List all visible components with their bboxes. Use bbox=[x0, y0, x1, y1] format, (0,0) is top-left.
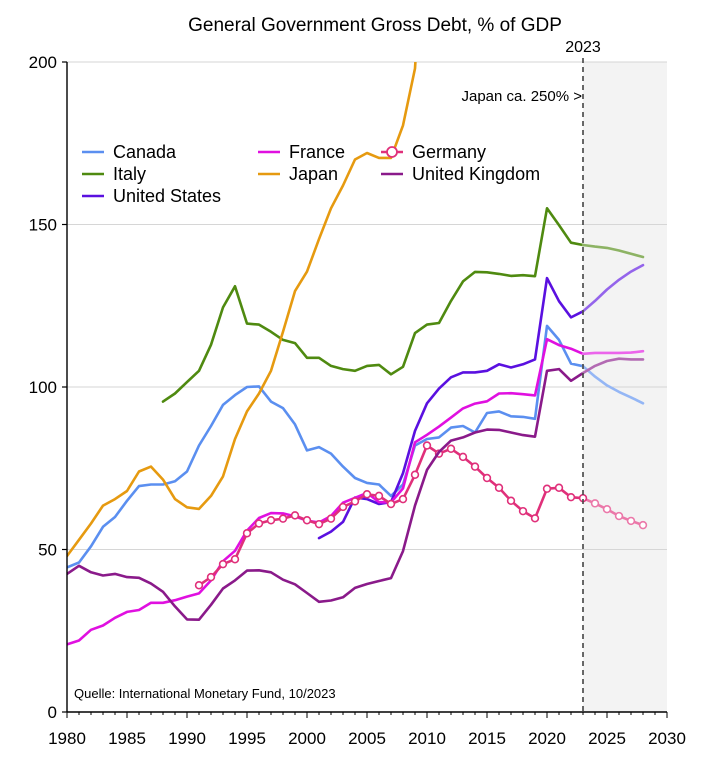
legend-entry-germany: Germany bbox=[381, 142, 486, 162]
x-tick-label: 1995 bbox=[228, 729, 266, 748]
legend-label: Germany bbox=[412, 142, 486, 162]
series-united-kingdom bbox=[67, 357, 645, 622]
data-point bbox=[518, 506, 528, 516]
legend-label: France bbox=[289, 142, 345, 162]
data-point bbox=[602, 505, 612, 514]
series-germany bbox=[194, 441, 648, 590]
data-point bbox=[410, 470, 420, 479]
x-tick-label: 2030 bbox=[648, 729, 686, 748]
x-tick-label: 1985 bbox=[108, 729, 146, 748]
data-point bbox=[302, 516, 312, 525]
legend-entry-united-kingdom: United Kingdom bbox=[381, 164, 540, 184]
series-line-forecast bbox=[581, 357, 645, 375]
data-point bbox=[446, 444, 456, 453]
x-tick-label: 1980 bbox=[48, 729, 86, 748]
data-point bbox=[626, 516, 636, 526]
data-point bbox=[326, 514, 336, 523]
data-point bbox=[266, 516, 276, 525]
legend-label: United States bbox=[113, 186, 221, 206]
data-point bbox=[290, 511, 300, 520]
data-point bbox=[530, 514, 540, 523]
series-italy bbox=[161, 207, 645, 403]
data-point bbox=[458, 452, 468, 462]
series-line bbox=[67, 367, 585, 622]
series-line-forecast bbox=[581, 364, 645, 405]
data-point bbox=[614, 511, 624, 521]
x-tick-label: 2025 bbox=[588, 729, 626, 748]
legend-entry-italy: Italy bbox=[82, 164, 146, 184]
data-point bbox=[494, 483, 504, 492]
data-point bbox=[470, 462, 480, 471]
legend-label: Italy bbox=[113, 164, 146, 184]
y-tick-label: 150 bbox=[29, 216, 57, 235]
series-line bbox=[67, 62, 417, 558]
data-point bbox=[422, 441, 432, 450]
y-tick-label: 0 bbox=[48, 703, 57, 722]
series-france bbox=[67, 337, 645, 646]
data-point bbox=[590, 499, 600, 508]
chart-title: General Government Gross Debt, % of GDP bbox=[188, 15, 562, 36]
data-point bbox=[206, 572, 216, 582]
series-line bbox=[67, 324, 585, 569]
legend-label: Canada bbox=[113, 142, 177, 162]
y-tick-label: 50 bbox=[38, 541, 57, 560]
data-point bbox=[278, 514, 288, 523]
x-tick-label: 2015 bbox=[468, 729, 506, 748]
legend-entry-japan: Japan bbox=[258, 164, 338, 184]
data-point bbox=[554, 483, 564, 492]
x-tick-label: 2010 bbox=[408, 729, 446, 748]
legend-entry-united-states: United States bbox=[82, 186, 221, 206]
data-point bbox=[194, 581, 204, 590]
x-tick-label: 1990 bbox=[168, 729, 206, 748]
data-point bbox=[542, 484, 552, 493]
series-line bbox=[197, 444, 585, 587]
source-note: Quelle: International Monetary Fund, 10/… bbox=[74, 686, 336, 701]
data-point bbox=[230, 555, 240, 564]
x-tick-label: 2000 bbox=[288, 729, 326, 748]
series-line bbox=[161, 207, 585, 403]
series-united-states bbox=[317, 263, 645, 540]
series-canada bbox=[67, 324, 645, 569]
legend-marker bbox=[386, 146, 398, 158]
series-line-forecast bbox=[581, 349, 645, 356]
legend-label: Japan bbox=[289, 164, 338, 184]
y-tick-label: 200 bbox=[29, 53, 57, 72]
data-point bbox=[374, 491, 384, 501]
data-point bbox=[398, 494, 408, 504]
legend-entry-france: France bbox=[258, 142, 345, 162]
data-point bbox=[638, 520, 648, 530]
data-point bbox=[218, 559, 228, 569]
data-point bbox=[482, 473, 492, 483]
series-line-forecast bbox=[581, 263, 645, 313]
japan-annotation: Japan ca. 250% > bbox=[461, 88, 582, 105]
series-line-forecast bbox=[581, 243, 645, 259]
series-line bbox=[67, 337, 585, 646]
data-point bbox=[254, 519, 264, 528]
x-tick-label: 2020 bbox=[528, 729, 566, 748]
data-point bbox=[566, 492, 576, 502]
data-point bbox=[362, 490, 372, 499]
data-point bbox=[350, 497, 360, 506]
data-point bbox=[506, 496, 516, 505]
y-tick-label: 100 bbox=[29, 378, 57, 397]
legend-label: United Kingdom bbox=[412, 164, 540, 184]
legend-entry-canada: Canada bbox=[82, 142, 177, 162]
data-point bbox=[314, 519, 324, 529]
data-point bbox=[386, 499, 396, 509]
series-line bbox=[317, 276, 585, 540]
series-japan bbox=[67, 62, 417, 558]
data-point bbox=[338, 502, 348, 512]
x-tick-label: 2005 bbox=[348, 729, 386, 748]
forecast-year-label: 2023 bbox=[565, 39, 601, 56]
data-point bbox=[242, 529, 252, 538]
